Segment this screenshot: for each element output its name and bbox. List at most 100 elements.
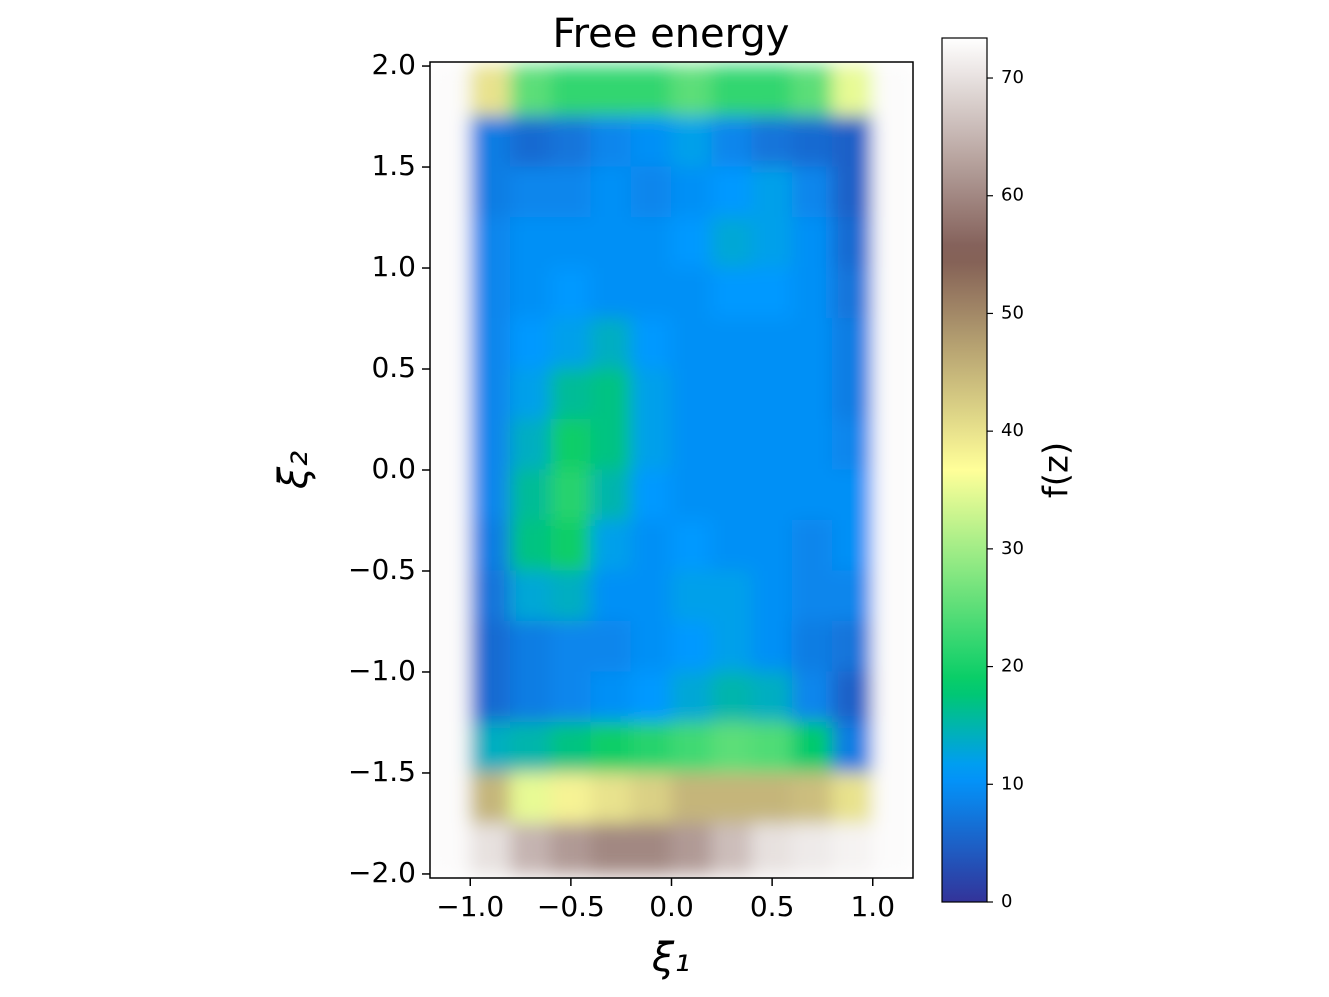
heatmap-cell <box>671 570 713 622</box>
heatmap-cell <box>590 318 632 370</box>
heatmap-cell <box>751 217 793 269</box>
heatmap-cell <box>469 721 511 774</box>
heatmap-cell <box>630 620 672 673</box>
y-tick-label: 1.0 <box>371 250 416 283</box>
heatmap-cell <box>711 318 753 370</box>
heatmap-cell <box>711 116 753 168</box>
heatmap-cell <box>751 116 793 168</box>
heatmap-cell <box>590 166 632 219</box>
heatmap-cell <box>430 267 471 320</box>
heatmap-cell <box>872 318 913 370</box>
heatmap-cell <box>550 166 592 219</box>
heatmap-cell <box>550 772 592 824</box>
heatmap-cell <box>510 217 552 269</box>
y-tick-label: 2.0 <box>371 48 416 81</box>
heatmap-cell <box>630 469 672 521</box>
heatmap-cell <box>791 772 833 824</box>
y-tick-label: 0.5 <box>371 351 416 384</box>
heatmap-cell <box>550 671 592 723</box>
heatmap-cell <box>550 570 592 622</box>
heatmap-cell <box>510 116 552 168</box>
heatmap-cell <box>590 368 632 421</box>
y-tick-label: −2.0 <box>348 856 416 889</box>
heatmap-cell <box>671 822 713 875</box>
heatmap-cell <box>671 116 713 168</box>
x-tick-label: 1.0 <box>850 890 895 923</box>
colorbar-tick-label: 30 <box>1001 538 1024 559</box>
heatmap-cell <box>630 671 672 723</box>
heatmap-cell <box>671 620 713 673</box>
heatmap-cell <box>469 519 511 572</box>
heatmap-cell <box>469 116 511 168</box>
colorbar-tick-label: 60 <box>1001 185 1024 206</box>
heatmap-cell <box>469 620 511 673</box>
x-tick-label: −1.0 <box>436 890 504 923</box>
heatmap-cell <box>550 419 592 471</box>
heatmap-cell <box>469 318 511 370</box>
heatmap-cell <box>872 721 913 774</box>
colorbar-label: f(z) <box>1037 442 1077 498</box>
heatmap-cell <box>751 671 793 723</box>
heatmap-cell <box>510 671 552 723</box>
heatmap-cell <box>469 469 511 521</box>
heatmap-cell <box>430 570 471 622</box>
heatmap-cell <box>510 772 552 824</box>
y-tick-label: −1.5 <box>348 755 416 788</box>
heatmap-cell <box>510 469 552 521</box>
heatmap-cell <box>751 822 793 875</box>
heatmap-cell <box>832 116 874 168</box>
heatmap-cell <box>711 469 753 521</box>
heatmap-cell <box>872 519 913 572</box>
heatmap-cell <box>671 318 713 370</box>
heatmap-cell <box>671 519 713 572</box>
heatmap-cell <box>430 217 471 269</box>
heatmap-cell <box>832 721 874 774</box>
heatmap-cell <box>711 519 753 572</box>
heatmap-cell <box>872 65 913 118</box>
heatmap-cell <box>671 721 713 774</box>
heatmap-cell <box>832 822 874 875</box>
heatmap-cell <box>791 570 833 622</box>
heatmap-cell <box>590 419 632 471</box>
heatmap <box>430 65 913 875</box>
heatmap-cell <box>791 166 833 219</box>
heatmap-cell <box>510 570 552 622</box>
heatmap-cell <box>630 217 672 269</box>
heatmap-cell <box>751 166 793 219</box>
heatmap-cell <box>469 671 511 723</box>
heatmap-cell <box>872 419 913 471</box>
y-axis-label: ξ₂ <box>271 451 317 490</box>
heatmap-cell <box>510 166 552 219</box>
heatmap-cell <box>430 65 471 118</box>
heatmap-cell <box>510 368 552 421</box>
heatmap-cell <box>711 721 753 774</box>
heatmap-cell <box>711 620 753 673</box>
heatmap-cell <box>430 519 471 572</box>
colorbar-tick-label: 50 <box>1001 302 1024 323</box>
heatmap-cell <box>550 318 592 370</box>
heatmap-cell <box>751 267 793 320</box>
heatmap-cell <box>832 570 874 622</box>
heatmap-cell <box>630 570 672 622</box>
heatmap-cell <box>630 116 672 168</box>
heatmap-cell <box>711 570 753 622</box>
heatmap-cell <box>510 318 552 370</box>
heatmap-cell <box>832 368 874 421</box>
heatmap-cell <box>791 65 833 118</box>
heatmap-cell <box>711 267 753 320</box>
heatmap-cell <box>791 519 833 572</box>
y-tick-label: 0.0 <box>371 452 416 485</box>
heatmap-cell <box>751 570 793 622</box>
heatmap-cell <box>469 822 511 875</box>
heatmap-cell <box>510 721 552 774</box>
x-tick-label: 0.0 <box>649 890 694 923</box>
heatmap-cell <box>510 519 552 572</box>
heatmap-cell <box>430 772 471 824</box>
y-tick-label: −1.0 <box>348 654 416 687</box>
heatmap-cell <box>791 267 833 320</box>
heatmap-cell <box>791 116 833 168</box>
heatmap-cell <box>671 772 713 824</box>
heatmap-cell <box>469 368 511 421</box>
heatmap-cell <box>550 721 592 774</box>
y-tick-label: −0.5 <box>348 553 416 586</box>
